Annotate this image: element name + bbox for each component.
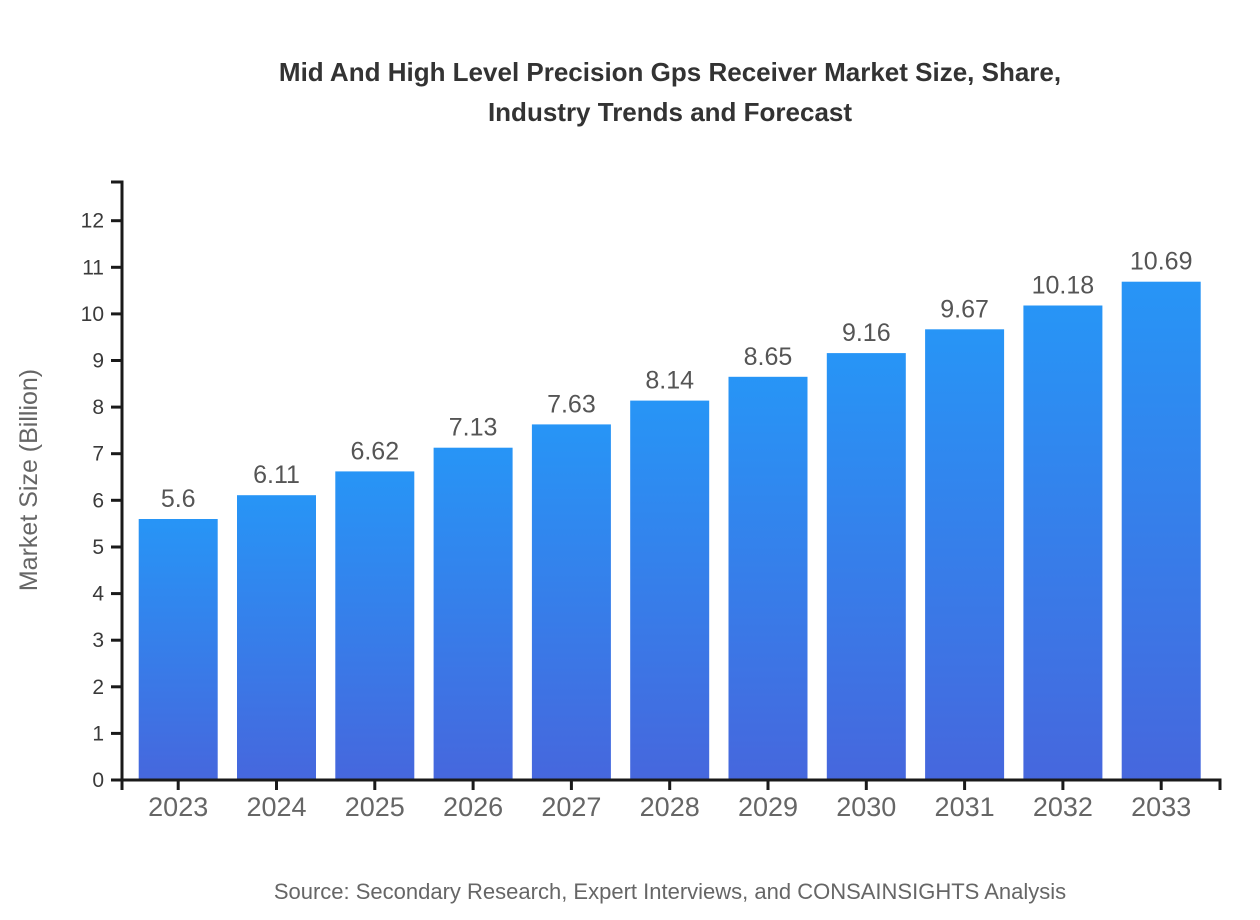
y-axis-title: Market Size (Billion) (15, 369, 43, 591)
bar-2027 (531, 424, 611, 780)
bar-value-label-2023: 5.6 (161, 485, 196, 513)
x-tick-label-2033: 2033 (1131, 792, 1191, 822)
y-tick-label-1: 1 (92, 722, 104, 745)
bar-2033 (1121, 281, 1201, 780)
chart-title: Mid And High Level Precision Gps Receive… (80, 52, 1260, 132)
bar-value-label-2029: 8.65 (744, 343, 793, 371)
x-tick-label-2031: 2031 (935, 792, 995, 822)
bar-value-label-2031: 9.67 (940, 295, 989, 323)
chart-title-line-1: Mid And High Level Precision Gps Receive… (278, 57, 1062, 87)
y-tick-label-8: 8 (92, 396, 104, 419)
x-tick-label-2028: 2028 (640, 792, 700, 822)
x-axis-line (120, 778, 1222, 790)
x-tick-label-2023: 2023 (148, 792, 208, 822)
chart-title-line-2: Industry Trends and Forecast (487, 97, 853, 127)
bar-2025 (335, 471, 415, 780)
y-tick-label-2: 2 (92, 676, 104, 699)
y-tick-label-5: 5 (92, 536, 104, 559)
y-tick-label-3: 3 (92, 629, 104, 652)
bar-value-label-2033: 10.69 (1130, 248, 1193, 276)
bar-2028 (630, 400, 710, 780)
x-tick-label-2027: 2027 (541, 792, 601, 822)
bar-value-label-2030: 9.16 (842, 319, 891, 347)
x-tick-label-2026: 2026 (443, 792, 503, 822)
y-tick-label-12: 12 (81, 210, 104, 233)
bar-value-label-2026: 7.13 (449, 414, 498, 442)
x-tick-label-2030: 2030 (836, 792, 896, 822)
bar-2026 (433, 447, 513, 780)
y-tick-label-4: 4 (92, 583, 104, 606)
x-tick-label-2025: 2025 (345, 792, 405, 822)
bar-value-label-2027: 7.63 (547, 390, 596, 418)
bar-value-label-2025: 6.62 (350, 437, 399, 465)
y-tick-label-11: 11 (82, 256, 104, 279)
y-tick-label-7: 7 (92, 443, 104, 466)
y-tick-label-0: 0 (92, 769, 104, 792)
bar-value-label-2024: 6.11 (253, 461, 300, 489)
bar-value-label-2032: 10.18 (1032, 272, 1095, 300)
x-tick-label-2029: 2029 (738, 792, 798, 822)
bar-2024 (237, 495, 316, 780)
x-tick-label-2024: 2024 (246, 792, 306, 822)
bar-2023 (138, 519, 218, 780)
bar-2030 (826, 353, 906, 780)
bar-value-label-2028: 8.14 (645, 367, 694, 395)
bar-2029 (728, 376, 808, 780)
y-tick-label-6: 6 (92, 489, 104, 512)
bar-2032 (1023, 305, 1103, 780)
x-tick-label-2032: 2032 (1033, 792, 1093, 822)
bar-2031 (925, 329, 1005, 780)
y-tick-label-9: 9 (92, 350, 104, 373)
source-note: Source: Secondary Research, Expert Inter… (273, 879, 1067, 904)
y-axis-line (111, 180, 124, 780)
y-tick-label-10: 10 (81, 303, 104, 326)
